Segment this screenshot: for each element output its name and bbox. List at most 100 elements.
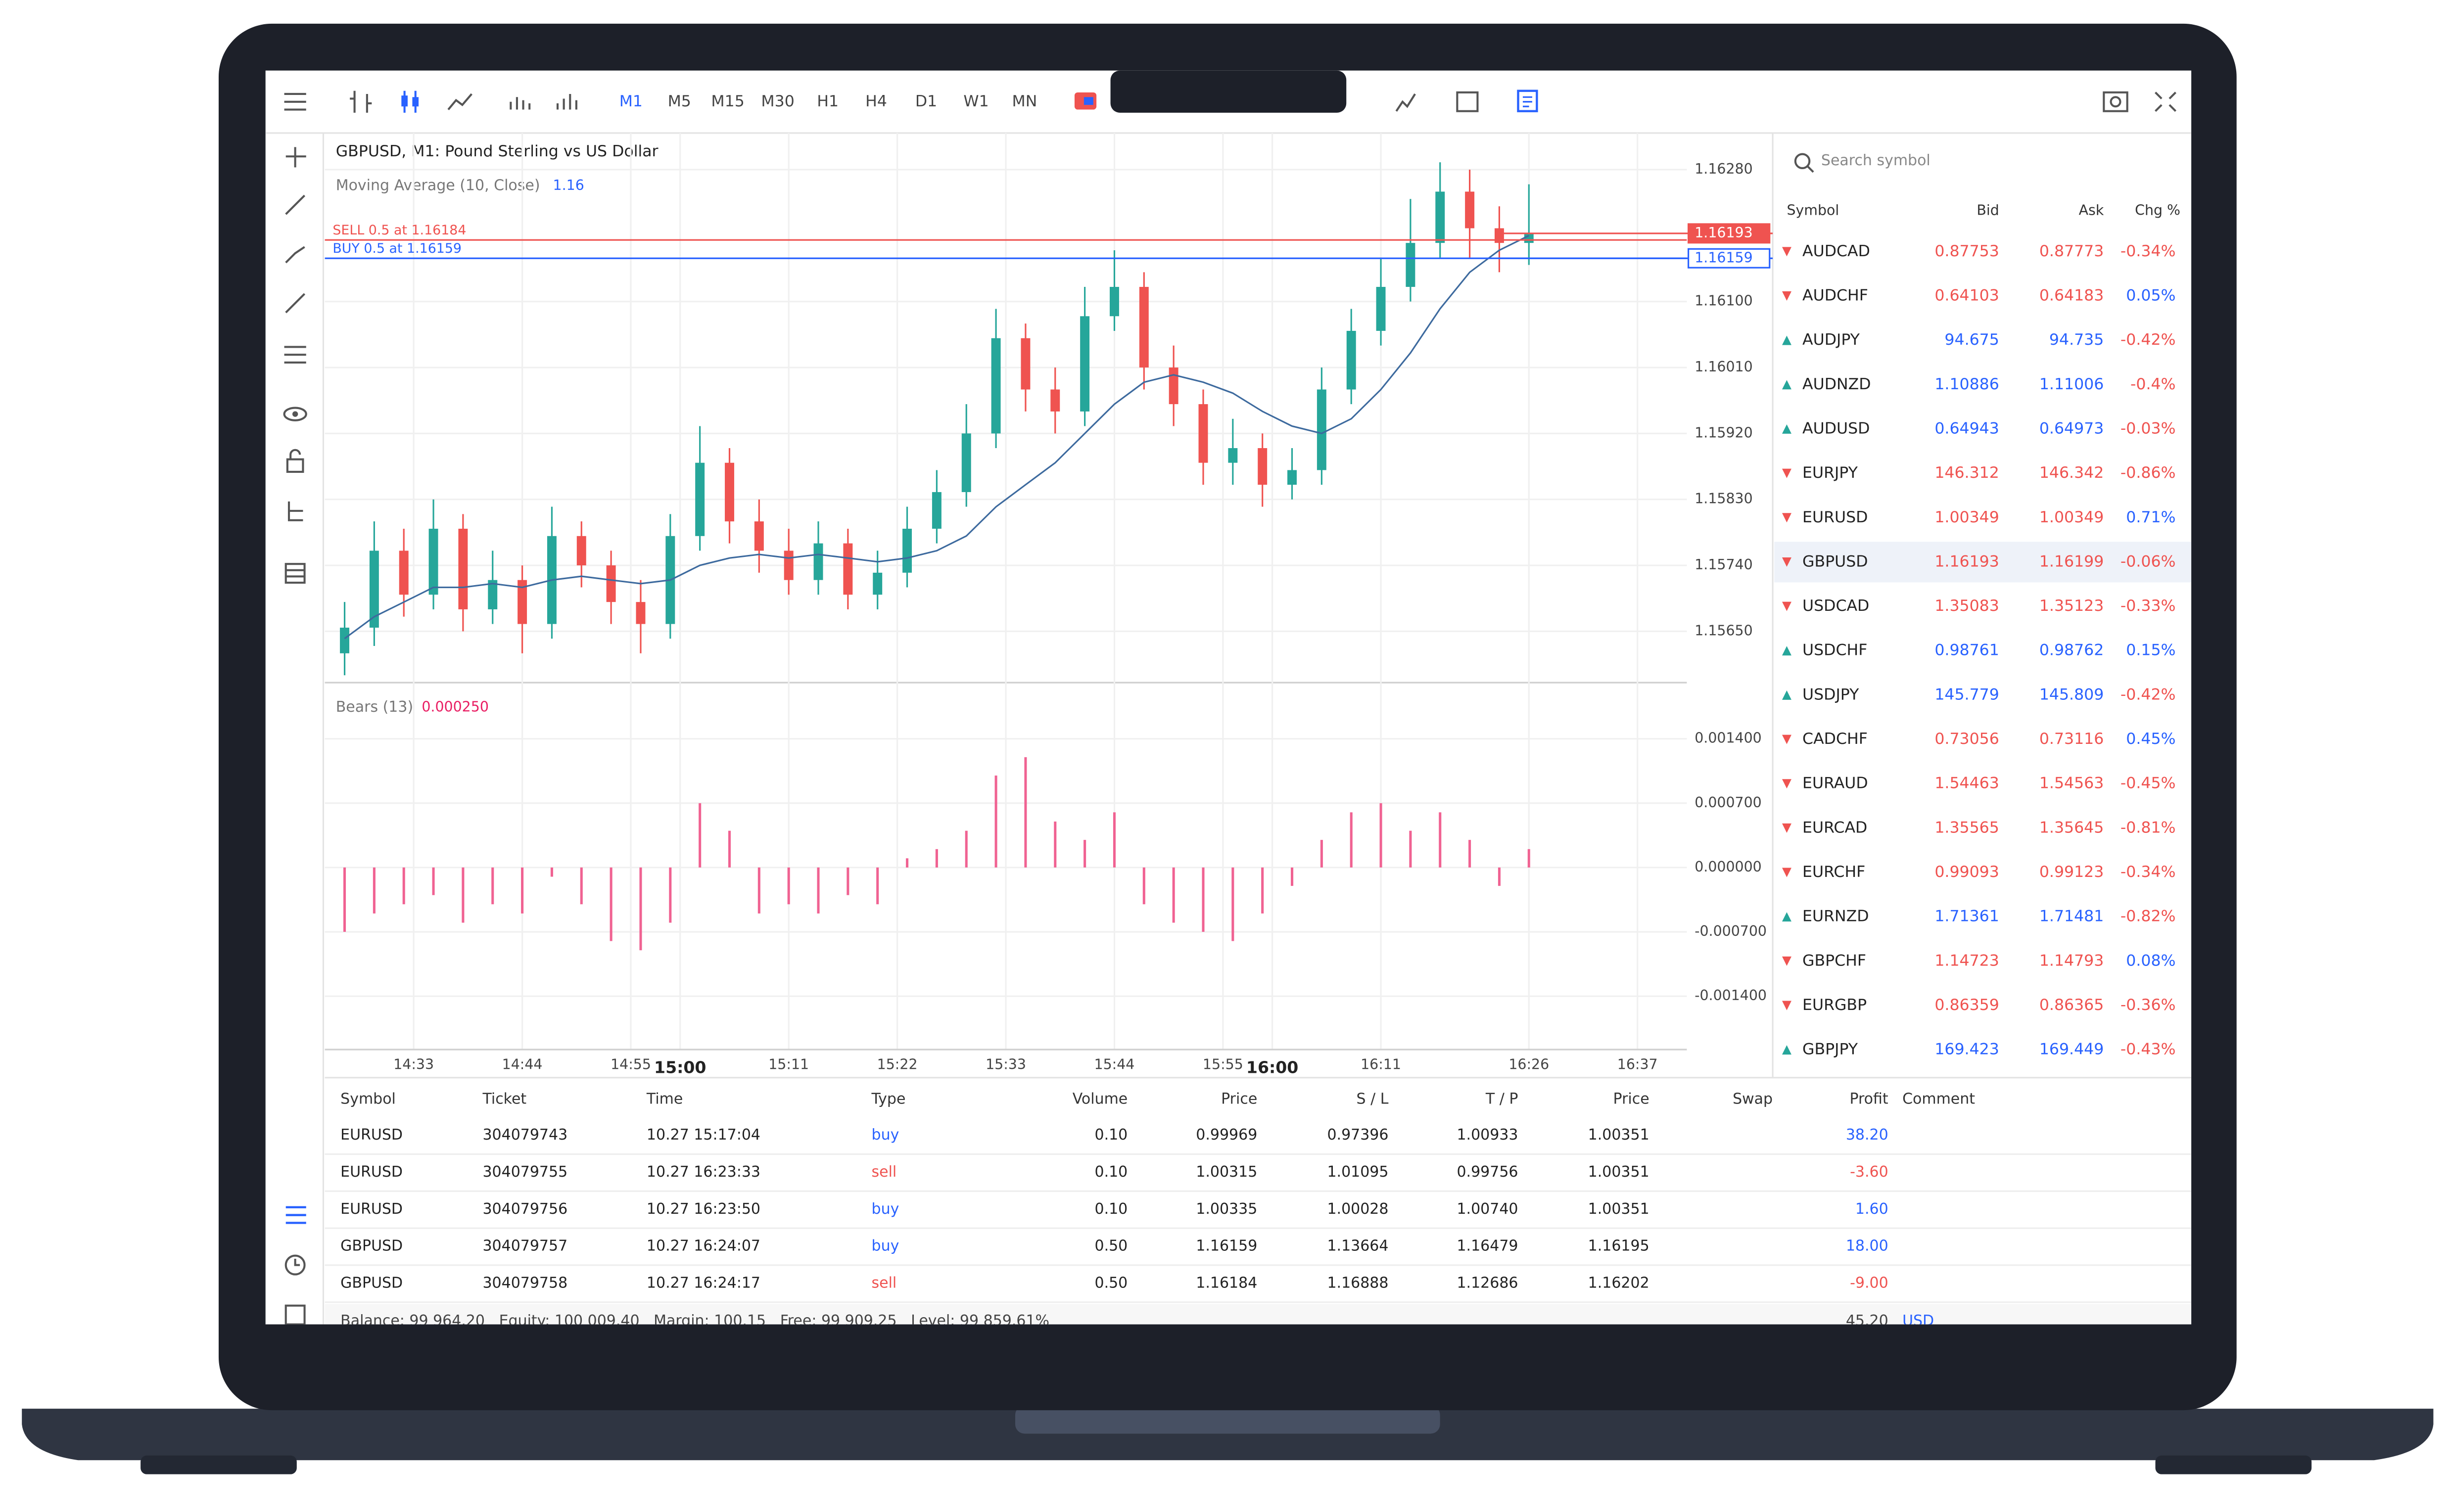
change: 0.45%: [2126, 730, 2175, 748]
candle-body: [991, 338, 1001, 434]
timeframe-button[interactable]: M5: [668, 92, 691, 110]
candle-body: [340, 628, 349, 653]
y-tick-label: -0.001400: [1695, 987, 1767, 1004]
symbol[interactable]: CADCHF: [1802, 730, 1868, 748]
positions-header: Symbol: [340, 1091, 396, 1108]
trend-up-arrow: [1782, 1045, 1791, 1055]
x-tick-label: 15:44: [1094, 1056, 1135, 1073]
chart-type-icons[interactable]: [350, 91, 577, 113]
timeframe-button[interactable]: M30: [761, 92, 794, 110]
trend-up-arrow: [1782, 380, 1791, 390]
candle-body: [1435, 191, 1445, 243]
drawing-tools[interactable]: [283, 147, 307, 1325]
watchlist-header: Chg %: [2135, 202, 2180, 219]
symbol[interactable]: AUDNZD: [1802, 375, 1871, 393]
trend-down-arrow: [1782, 601, 1791, 611]
y-tick-label: 1.15740: [1695, 556, 1752, 573]
toolbar-right-icons[interactable]: [1074, 90, 2176, 112]
x-tick-label: 16:11: [1361, 1056, 1401, 1073]
symbol[interactable]: EURUSD: [1802, 508, 1868, 526]
y-tick-label: 1.16280: [1695, 161, 1752, 177]
ask: 1.35123: [2039, 597, 2104, 615]
ask: 0.87773: [2039, 242, 2104, 260]
x-tick-label: 15:22: [877, 1056, 918, 1073]
symbol[interactable]: EURAUD: [1802, 775, 1868, 792]
symbol[interactable]: EURJPY: [1802, 464, 1858, 482]
positions-header: Profit: [1849, 1091, 1888, 1108]
position-cell: sell: [872, 1274, 897, 1291]
timeframe-button[interactable]: H4: [865, 92, 887, 110]
trend-up-arrow: [1782, 646, 1791, 656]
trend-down-arrow: [1782, 734, 1791, 744]
change: -0.34%: [2120, 863, 2176, 881]
bid: 1.14723: [1934, 952, 1999, 969]
candle-body: [1346, 330, 1356, 390]
timeframe-button[interactable]: MN: [1012, 92, 1037, 110]
bid: 0.98761: [1934, 641, 1999, 659]
candle-body: [725, 462, 734, 522]
position-cell: GBPUSD: [340, 1274, 403, 1291]
change: -0.33%: [2120, 597, 2176, 615]
screen: [265, 70, 2192, 1325]
y-tick-label: 1.16010: [1695, 359, 1752, 375]
position-cell: EURUSD: [340, 1200, 403, 1218]
symbol[interactable]: AUDJPY: [1802, 331, 1860, 349]
moving-average-line: [344, 234, 1529, 640]
change: -0.86%: [2120, 464, 2176, 482]
position-cell: GBPUSD: [340, 1237, 403, 1255]
position-cell: 10.27 15:17:04: [647, 1126, 760, 1144]
ask: 94.735: [2049, 331, 2104, 349]
candle-body: [606, 565, 616, 602]
search-icon: [1806, 165, 1814, 173]
timeframe-button[interactable]: M15: [711, 92, 744, 110]
symbol[interactable]: GBPJPY: [1802, 1041, 1858, 1058]
timeframe-button[interactable]: D1: [915, 92, 937, 110]
change: -0.03%: [2120, 419, 2176, 437]
laptop-foot: [141, 1455, 297, 1474]
symbol[interactable]: EURGBP: [1802, 996, 1867, 1014]
ask: 0.73116: [2039, 730, 2104, 748]
candle-body: [518, 580, 527, 624]
watchlist-header: Bid: [1977, 202, 1999, 219]
position-cell: buy: [872, 1126, 899, 1144]
y-tick-label: 1.15650: [1695, 622, 1752, 639]
change: -0.45%: [2120, 775, 2176, 792]
ask: 169.449: [2039, 1041, 2104, 1058]
timeframe-button[interactable]: H1: [817, 92, 839, 110]
symbol[interactable]: USDCHF: [1802, 641, 1867, 659]
change: -0.42%: [2120, 331, 2176, 349]
ask: 146.342: [2039, 464, 2104, 482]
ask: 1.11006: [2039, 375, 2104, 393]
bid: 0.64943: [1934, 419, 1999, 437]
y-tick-label: 1.15830: [1695, 491, 1752, 507]
trend-up-arrow: [1782, 335, 1791, 345]
positions-header: Type: [871, 1091, 906, 1108]
timeframe-button[interactable]: M1: [619, 92, 643, 110]
search-input[interactable]: Search symbol: [1821, 152, 1931, 169]
symbol[interactable]: EURCAD: [1802, 819, 1867, 836]
menu-icon[interactable]: [284, 92, 306, 111]
symbol[interactable]: GBPCHF: [1802, 952, 1866, 969]
symbol[interactable]: USDCAD: [1802, 597, 1869, 615]
symbol[interactable]: USDJPY: [1802, 686, 1859, 703]
position-cell: 1.13664: [1327, 1237, 1388, 1255]
position-cell: 0.50: [1095, 1237, 1128, 1255]
positions-header: Volume: [1073, 1091, 1128, 1108]
symbol[interactable]: EURCHF: [1802, 863, 1865, 881]
positions-header: Swap: [1733, 1091, 1773, 1108]
symbol[interactable]: GBPUSD: [1802, 552, 1868, 570]
candle-body: [399, 550, 409, 595]
x-tick-label: 16:00: [1246, 1057, 1298, 1077]
symbol[interactable]: AUDUSD: [1802, 419, 1870, 437]
symbol[interactable]: EURNZD: [1802, 908, 1869, 925]
candle-body: [902, 528, 912, 573]
symbol[interactable]: AUDCAD: [1802, 242, 1870, 260]
ask: 1.16199: [2039, 552, 2104, 570]
position-cell: sell: [872, 1163, 897, 1181]
bid: 145.779: [1934, 686, 1999, 703]
bid: 1.54463: [1934, 775, 1999, 792]
trend-down-arrow: [1782, 291, 1791, 301]
bid: 1.10886: [1934, 375, 1999, 393]
symbol[interactable]: AUDCHF: [1802, 286, 1868, 304]
timeframe-button[interactable]: W1: [963, 92, 989, 110]
